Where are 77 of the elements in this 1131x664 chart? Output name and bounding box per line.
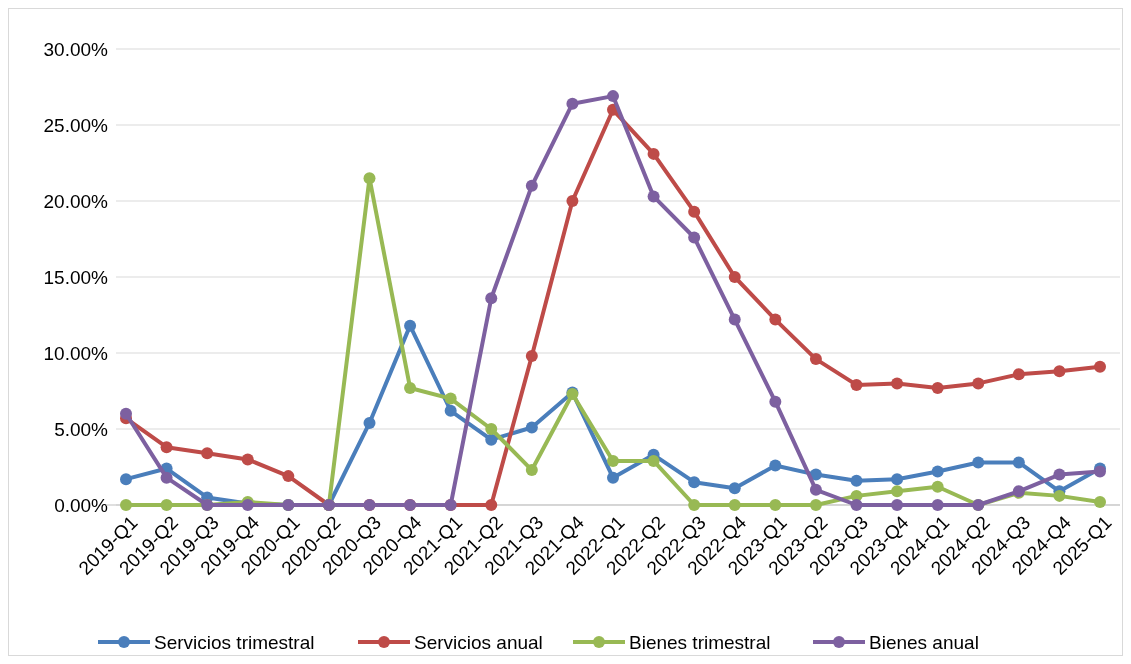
point <box>647 147 660 160</box>
point <box>769 499 782 511</box>
point <box>444 404 457 417</box>
point <box>525 464 538 477</box>
point <box>444 392 457 405</box>
point <box>809 353 822 366</box>
point <box>525 421 538 434</box>
y-tick-label: 25.00% <box>43 114 109 136</box>
point <box>1053 365 1066 378</box>
point <box>404 381 417 394</box>
legend-label: Bienes trimestral <box>629 631 771 653</box>
point <box>728 313 741 326</box>
point <box>809 483 822 496</box>
point <box>363 416 376 429</box>
point <box>891 377 904 390</box>
point <box>607 90 619 103</box>
point <box>1012 368 1025 381</box>
point <box>525 179 538 192</box>
y-tick-label: 30.00% <box>43 38 109 60</box>
point <box>769 313 782 326</box>
point <box>120 499 132 511</box>
point <box>728 482 741 495</box>
point <box>607 471 619 484</box>
point <box>160 441 173 454</box>
point <box>972 377 985 390</box>
point <box>769 395 782 408</box>
point <box>647 190 660 203</box>
point <box>485 292 498 305</box>
point <box>282 470 295 483</box>
point <box>850 378 863 391</box>
point <box>120 473 132 486</box>
point <box>404 319 417 332</box>
point <box>363 172 376 185</box>
legend-label: Bienes anual <box>869 631 979 653</box>
point <box>607 454 619 467</box>
point <box>931 499 944 511</box>
point <box>1012 456 1025 469</box>
point <box>891 499 904 511</box>
point <box>525 350 538 363</box>
y-tick-label: 10.00% <box>43 342 109 364</box>
point <box>809 499 822 511</box>
point <box>891 473 904 486</box>
legend-label: Servicios anual <box>414 631 543 653</box>
point <box>241 453 254 466</box>
y-tick-label: 0.00% <box>54 494 109 516</box>
point <box>160 471 173 484</box>
y-tick-label: 15.00% <box>43 266 109 288</box>
y-tick-label: 5.00% <box>54 418 109 440</box>
point <box>120 407 132 420</box>
point <box>931 381 944 394</box>
point <box>485 423 498 435</box>
point <box>1053 468 1066 481</box>
point <box>931 465 944 478</box>
point <box>647 454 660 467</box>
point <box>972 456 985 469</box>
y-tick-label: 20.00% <box>43 190 109 212</box>
point <box>1053 489 1066 502</box>
point <box>728 271 741 283</box>
point <box>1094 495 1106 508</box>
point <box>201 447 214 460</box>
point <box>850 499 863 511</box>
point <box>1094 360 1106 373</box>
legend-label: Servicios trimestral <box>154 631 315 653</box>
point <box>769 459 782 472</box>
point <box>688 476 701 489</box>
point <box>566 97 579 110</box>
point <box>850 474 863 487</box>
point <box>688 231 701 244</box>
point <box>891 485 904 498</box>
point <box>485 433 498 446</box>
point <box>688 205 701 218</box>
point <box>160 499 173 511</box>
point <box>728 499 741 511</box>
point <box>566 195 579 207</box>
point <box>688 499 701 511</box>
point <box>485 499 498 511</box>
point <box>931 480 944 493</box>
